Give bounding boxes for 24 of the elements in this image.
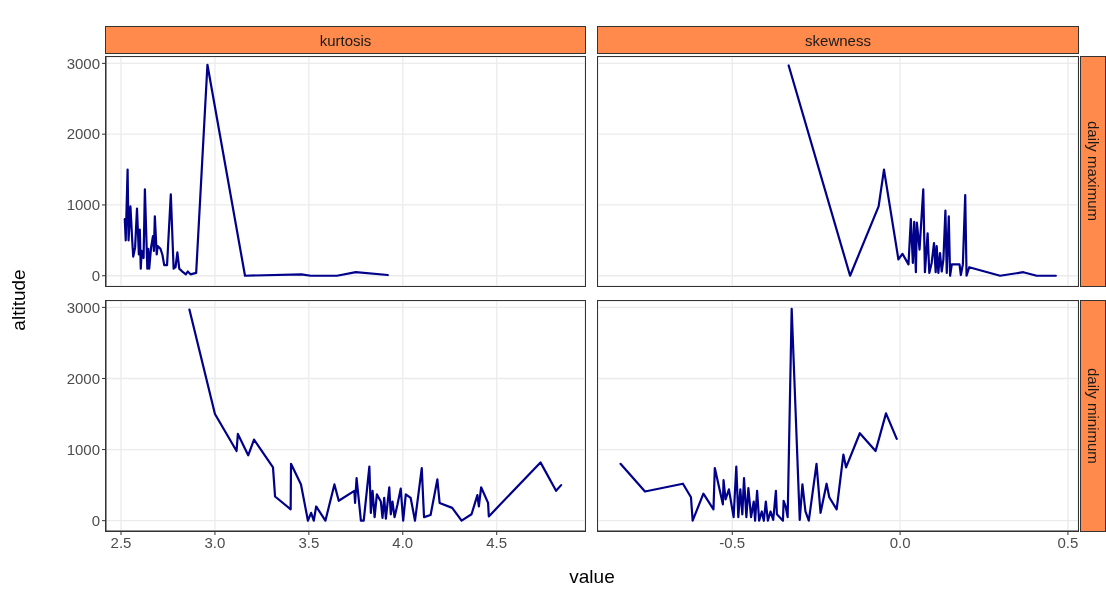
y-tick-label: 1000 (66, 440, 100, 458)
x-tick-label: 3.0 (204, 533, 226, 551)
y-tick-label: 3000 (66, 54, 100, 72)
x-tick-label: -0.5 (719, 533, 746, 551)
line-series (123, 63, 389, 277)
x-tick-label: 3.5 (298, 533, 320, 551)
y-tick-label: 0 (91, 512, 100, 530)
x-axis-title: value (568, 566, 616, 588)
y-tick-label: 0 (91, 267, 100, 285)
y-axis-title: altitude (8, 269, 30, 331)
x-tick-label: 0.0 (889, 533, 911, 551)
x-tick-label: 4.5 (486, 533, 508, 551)
x-tick-label: 4.0 (392, 533, 414, 551)
x-tick-label: 0.5 (1057, 533, 1079, 551)
x-tick-label: 2.5 (110, 533, 132, 551)
line-series (188, 308, 563, 522)
y2-axis-title: daily maximum (1084, 121, 1102, 222)
chart-title: skewness (805, 31, 871, 49)
chart-title: kurtosis (319, 31, 372, 49)
y-tick-label: 1000 (66, 196, 100, 214)
y-tick-label: 2000 (66, 125, 100, 143)
y-tick-label: 2000 (66, 369, 100, 387)
y2-axis-title: daily minimum (1084, 368, 1102, 464)
y-tick-label: 3000 (66, 298, 100, 316)
